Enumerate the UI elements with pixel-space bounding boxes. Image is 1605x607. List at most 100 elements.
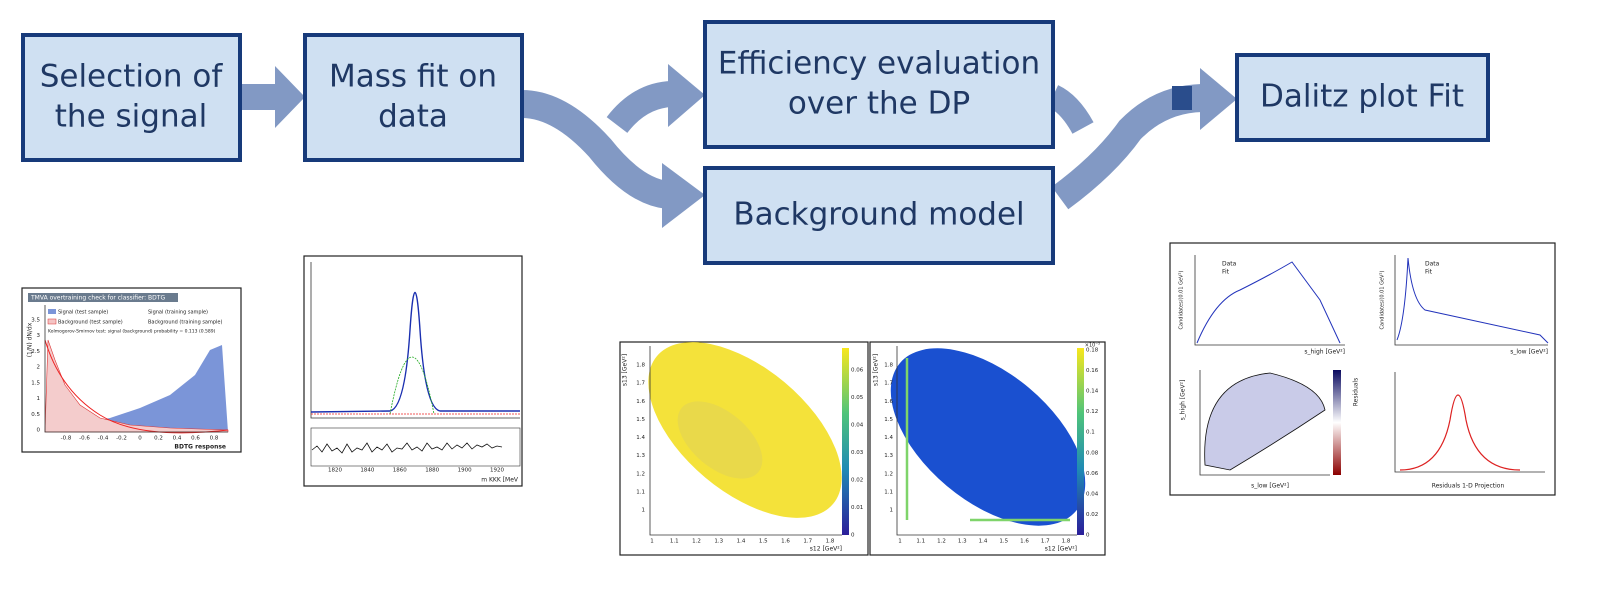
node-box bbox=[21, 33, 242, 162]
x-tick-label: 0 bbox=[138, 436, 142, 442]
y-tick-label: 1.8 bbox=[884, 363, 893, 369]
axes bbox=[310, 262, 520, 419]
legend-text: Fit bbox=[1425, 269, 1433, 276]
y-tick-label: 3.5 bbox=[31, 318, 40, 324]
y-tick-label: 0 bbox=[851, 533, 855, 539]
x-tick-label: -0.2 bbox=[116, 436, 127, 442]
y-tick-label: 1.2 bbox=[884, 471, 893, 477]
thumbnail-frame bbox=[303, 255, 523, 487]
node-label: Efficiency evaluation bbox=[718, 46, 1040, 82]
y-tick-label: 1.7 bbox=[636, 381, 645, 387]
node-box bbox=[703, 20, 1055, 149]
colorbar bbox=[1077, 348, 1084, 535]
axes bbox=[896, 346, 1077, 536]
node-box bbox=[1235, 53, 1490, 142]
arrows bbox=[240, 64, 1237, 228]
x-tick-label: 1.4 bbox=[737, 539, 746, 545]
residual-map bbox=[1204, 372, 1326, 471]
y-tick-label: 1.2 bbox=[636, 471, 645, 477]
x-label: s_high [GeV²] bbox=[1304, 349, 1345, 356]
y-label: Candidates/(0.01 GeV²) bbox=[1179, 271, 1185, 330]
x-tick-label: 0.4 bbox=[173, 436, 182, 442]
node-label: Dalitz plot Fit bbox=[1260, 79, 1464, 115]
bdtg-thumbnail: TMVA overtraining check for classifier: … bbox=[21, 287, 242, 453]
x-tick-label: 1820 bbox=[328, 468, 342, 474]
x-tick-label: 1.1 bbox=[916, 539, 925, 545]
y-tick-label: 1 bbox=[642, 508, 646, 514]
y-tick-label: 0.08 bbox=[1086, 450, 1099, 456]
y-tick-label: 1.1 bbox=[884, 489, 893, 495]
y-tick-label: 1.6 bbox=[884, 399, 893, 405]
y-tick-label: 1.5 bbox=[884, 417, 893, 423]
x-label: Residuals 1-D Projection bbox=[1432, 483, 1505, 490]
signal-hist bbox=[45, 345, 228, 432]
x-tick-label: 1.3 bbox=[714, 539, 723, 545]
background-map bbox=[890, 348, 1086, 526]
x-tick-label: 1900 bbox=[458, 468, 472, 474]
y-tick-label: 1.8 bbox=[636, 363, 645, 369]
y-tick-label: 0.12 bbox=[1086, 409, 1098, 415]
x-tick-label: 1.3 bbox=[958, 539, 967, 545]
x-label: s_low [GeV²] bbox=[1510, 349, 1548, 356]
exponent: ×10⁻³ bbox=[1085, 343, 1100, 349]
y-tick-label: 0.1 bbox=[1086, 430, 1095, 436]
fit-curve bbox=[1396, 257, 1549, 344]
y-tick-label: 0.03 bbox=[851, 450, 864, 456]
arrow bbox=[606, 81, 674, 134]
signal-component bbox=[389, 356, 435, 415]
legend-text: Signal (training sample) bbox=[148, 310, 208, 316]
y-tick-label: 1.1 bbox=[636, 489, 645, 495]
colorbar bbox=[1333, 370, 1341, 475]
x-tick-label: 1 bbox=[898, 539, 902, 545]
node-label: Selection of bbox=[40, 59, 224, 95]
legend-text: Fit bbox=[1222, 269, 1230, 276]
y-tick-label: 1.3 bbox=[884, 453, 893, 459]
x-label: m KKK [MeV bbox=[481, 477, 519, 484]
y-label: s_high [GeV²] bbox=[1180, 380, 1187, 421]
y-tick-label: 1 bbox=[37, 396, 41, 402]
legend-text: Background (training sample) bbox=[148, 320, 223, 326]
x-tick-label: -0.6 bbox=[79, 436, 90, 442]
y-tick-label: 0.04 bbox=[1086, 491, 1099, 497]
x-label: BDTG response bbox=[174, 444, 226, 451]
x-tick-label: 1.7 bbox=[803, 539, 812, 545]
y-label: (1/N) dN/dx bbox=[27, 322, 34, 357]
thumbnail-title: TMVA overtraining check for classifier: … bbox=[30, 295, 165, 302]
y-tick-label: 1.5 bbox=[31, 380, 40, 386]
x-label: s12 [GeV²] bbox=[810, 546, 842, 553]
y-tick-label: 0.14 bbox=[1086, 389, 1099, 395]
x-tick-label: 1.4 bbox=[979, 539, 988, 545]
x-tick-label: -0.8 bbox=[61, 436, 72, 442]
x-tick-label: 1.8 bbox=[826, 539, 835, 545]
x-tick-label: 1.6 bbox=[781, 539, 790, 545]
axes bbox=[1194, 255, 1345, 346]
y-label: Candidates/(0.01 GeV²) bbox=[1380, 271, 1386, 330]
legend-swatch bbox=[47, 318, 57, 325]
projection-curve bbox=[1399, 394, 1521, 471]
axes bbox=[649, 346, 842, 536]
background-points bbox=[44, 339, 229, 434]
node-label: Background model bbox=[733, 197, 1024, 233]
legend-swatch bbox=[48, 309, 56, 314]
x-tick-label: 1.1 bbox=[670, 539, 679, 545]
x-tick-label: 1.6 bbox=[1020, 539, 1029, 545]
x-tick-label: 0.8 bbox=[210, 436, 219, 442]
y-tick-label: 2.5 bbox=[31, 349, 40, 355]
x-tick-label: 1 bbox=[650, 539, 654, 545]
legend-text: Data bbox=[1425, 261, 1440, 268]
legend-text: Signal (test sample) bbox=[58, 310, 108, 316]
axes bbox=[1394, 255, 1548, 346]
y-tick-label: 1.5 bbox=[636, 417, 645, 423]
title-bar bbox=[28, 293, 178, 302]
arrow-head bbox=[662, 163, 705, 228]
axes bbox=[44, 305, 228, 433]
arrow bbox=[1047, 85, 1094, 134]
efficiency-region bbox=[677, 401, 763, 479]
dalitz-thumbnail: Data Fit Candidates/(0.01 GeV²) s_high [… bbox=[1169, 242, 1556, 496]
arrow bbox=[521, 90, 671, 209]
y-tick-label: 1 bbox=[890, 508, 894, 514]
x-tick-label: 1860 bbox=[393, 468, 407, 474]
axes bbox=[1394, 372, 1545, 473]
ks-text: Kolmogorov-Smirnov test: signal (backgro… bbox=[48, 329, 216, 335]
fit-curve bbox=[310, 292, 520, 413]
